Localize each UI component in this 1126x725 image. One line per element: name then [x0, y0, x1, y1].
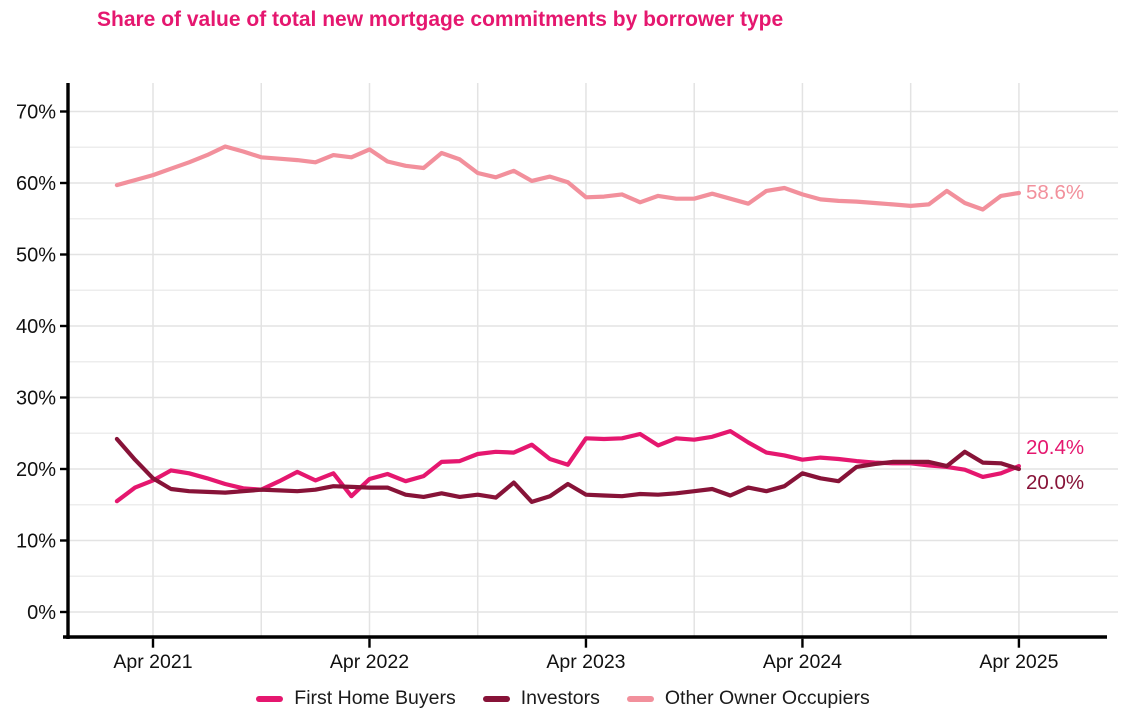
x-tick-label-apr-2022: Apr 2022 [330, 651, 409, 673]
y-tick-label-60: 60% [16, 173, 56, 195]
first-home-buyers-swatch-icon [256, 695, 284, 702]
legend-item-first-home-buyers: First Home Buyers [256, 687, 456, 710]
y-tick-label-0: 0% [27, 602, 56, 624]
y-tick-label-30: 30% [16, 388, 56, 410]
y-tick-label-10: 10% [16, 531, 56, 553]
x-tick-label-apr-2025: Apr 2025 [979, 651, 1058, 673]
investors-swatch-icon [482, 695, 510, 702]
end-label-other-owner-occupiers: 58.6% [1026, 181, 1084, 204]
x-tick-label-apr-2023: Apr 2023 [546, 651, 625, 673]
y-tick-label-20: 20% [16, 459, 56, 481]
line-chart-canvas: 0% 10% 20% 30% 40% 50% 60% 70% Apr 2021 Apr 2022 A… [16, 83, 1118, 673]
other-owner-occupiers-swatch-icon [626, 695, 654, 702]
chart-legend: First Home Buyers Investors Other Owner … [0, 687, 1126, 710]
x-tick-label-apr-2024: Apr 2024 [763, 651, 842, 673]
chart-title: Share of value of total new mortgage com… [97, 8, 784, 31]
legend-item-investors: Investors [482, 687, 600, 710]
legend-item-other-owner-occupiers: Other Owner Occupiers [626, 687, 870, 710]
x-tick-label-apr-2021: Apr 2021 [113, 651, 192, 673]
legend-label: Other Owner Occupiers [664, 687, 870, 709]
series-line-first-home-buyers [114, 429, 1022, 504]
y-tick-label-70: 70% [16, 102, 56, 124]
legend-label: First Home Buyers [294, 687, 456, 709]
series-line-other-owner-occupiers [114, 144, 1022, 212]
end-label-investors: 20.0% [1026, 471, 1084, 494]
y-tick-label-40: 40% [16, 316, 56, 338]
end-label-first-home-buyers: 20.4% [1026, 436, 1084, 459]
series-line-investors [114, 436, 1022, 504]
legend-label: Investors [520, 687, 600, 709]
y-tick-label-50: 50% [16, 245, 56, 267]
